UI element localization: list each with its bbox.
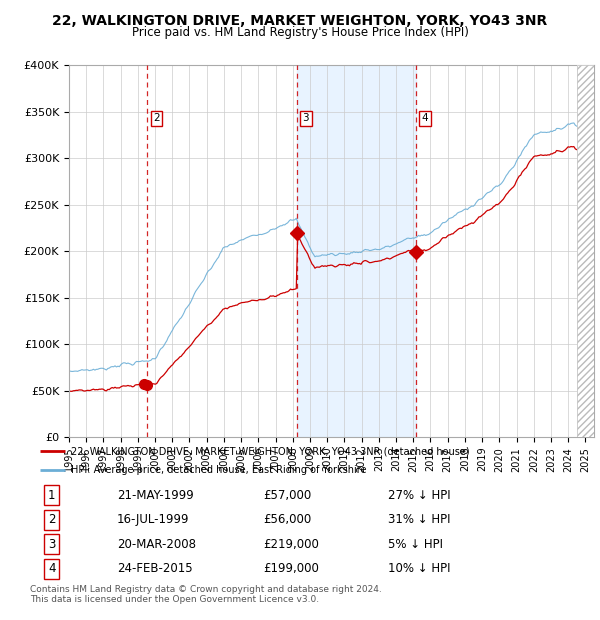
Text: £57,000: £57,000 <box>263 489 312 502</box>
Bar <box>296 65 416 437</box>
Text: 4: 4 <box>422 113 428 123</box>
Text: 31% ↓ HPI: 31% ↓ HPI <box>388 513 451 526</box>
Text: 24-FEB-2015: 24-FEB-2015 <box>117 562 193 575</box>
Text: 4: 4 <box>48 562 55 575</box>
Text: 2: 2 <box>48 513 55 526</box>
Text: £56,000: £56,000 <box>263 513 312 526</box>
Text: 16-JUL-1999: 16-JUL-1999 <box>117 513 190 526</box>
Bar <box>577 65 600 437</box>
Text: 1: 1 <box>48 489 55 502</box>
Text: HPI: Average price, detached house, East Riding of Yorkshire: HPI: Average price, detached house, East… <box>71 466 366 476</box>
Text: Price paid vs. HM Land Registry's House Price Index (HPI): Price paid vs. HM Land Registry's House … <box>131 26 469 39</box>
Text: 3: 3 <box>302 113 309 123</box>
Text: 22, WALKINGTON DRIVE, MARKET WEIGHTON, YORK, YO43 3NR (detached house): 22, WALKINGTON DRIVE, MARKET WEIGHTON, Y… <box>71 446 469 456</box>
Text: 27% ↓ HPI: 27% ↓ HPI <box>388 489 451 502</box>
Text: 3: 3 <box>48 538 55 551</box>
Text: 22, WALKINGTON DRIVE, MARKET WEIGHTON, YORK, YO43 3NR: 22, WALKINGTON DRIVE, MARKET WEIGHTON, Y… <box>52 14 548 28</box>
Text: 10% ↓ HPI: 10% ↓ HPI <box>388 562 451 575</box>
Text: 5% ↓ HPI: 5% ↓ HPI <box>388 538 443 551</box>
Bar <box>577 65 600 437</box>
Text: £199,000: £199,000 <box>263 562 319 575</box>
Text: 2: 2 <box>153 113 160 123</box>
Text: 20-MAR-2008: 20-MAR-2008 <box>117 538 196 551</box>
Text: Contains HM Land Registry data © Crown copyright and database right 2024.
This d: Contains HM Land Registry data © Crown c… <box>30 585 382 604</box>
Text: 21-MAY-1999: 21-MAY-1999 <box>117 489 194 502</box>
Text: £219,000: £219,000 <box>263 538 319 551</box>
